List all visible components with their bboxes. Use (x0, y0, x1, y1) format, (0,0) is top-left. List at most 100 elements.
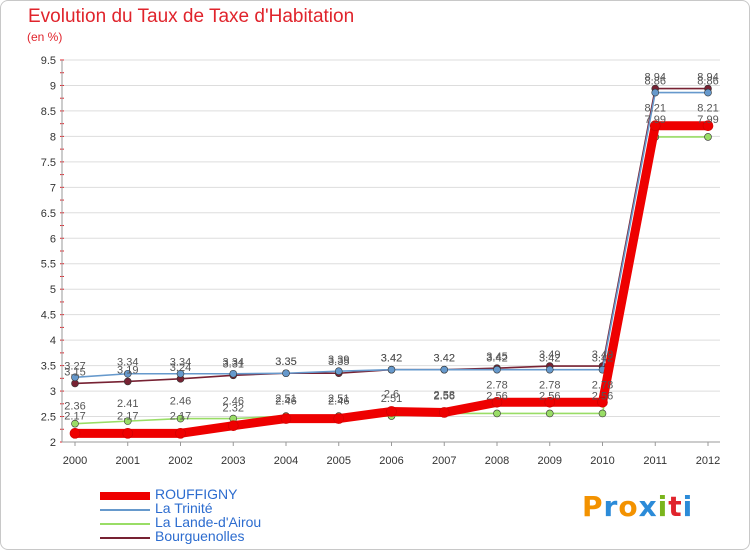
data-label: 7.99 (697, 114, 718, 126)
x-tick-label: 2004 (274, 455, 298, 467)
data-point (71, 373, 79, 382)
data-label: 3.42 (539, 353, 560, 365)
x-tick-label: 2000 (63, 455, 87, 467)
data-label: 2.46 (275, 396, 296, 408)
data-point (386, 406, 397, 417)
data-point (597, 396, 608, 408)
data-label: 3.34 (170, 357, 191, 369)
data-label: 2.17 (117, 410, 138, 422)
legend-swatch (100, 492, 150, 500)
y-tick-label: 8 (50, 131, 56, 143)
data-label: 3.45 (486, 351, 507, 363)
y-tick-label: 6 (50, 233, 56, 245)
data-label: 8.21 (645, 103, 666, 115)
data-point (282, 369, 290, 378)
data-label: 2.56 (434, 390, 455, 402)
legend-label: La Lande-d'Airou (155, 514, 262, 530)
data-label: 3.19 (117, 364, 138, 376)
data-point (440, 365, 449, 374)
y-tick-label: 2.5 (41, 412, 56, 424)
data-label: 3.42 (381, 353, 402, 365)
data-label: 2.17 (64, 410, 85, 422)
y-tick-label: 5 (50, 284, 56, 296)
data-label: 3.42 (486, 353, 507, 365)
data-label: 3.31 (223, 358, 244, 370)
y-tick-label: 5.5 (41, 259, 56, 271)
data-label: 8.86 (645, 76, 666, 88)
data-point (69, 428, 81, 439)
data-label: 3.42 (592, 353, 613, 365)
data-point (493, 409, 501, 418)
data-point (491, 396, 503, 408)
data-label: 3.15 (64, 366, 85, 378)
y-tick-label: 7 (50, 182, 56, 194)
data-label: 2.51 (328, 393, 349, 405)
data-label: 2.32 (223, 403, 244, 415)
y-tick-label: 9.5 (41, 55, 56, 67)
legend-swatch (100, 523, 150, 525)
proxiti-logo: Proxiti (582, 490, 694, 523)
data-point (333, 413, 345, 424)
data-label: 3.24 (170, 362, 191, 374)
data-label: 3.49 (592, 349, 613, 361)
data-label: 2.6 (384, 388, 399, 400)
data-label: 2.56 (539, 390, 560, 402)
y-tick-label: 6.5 (41, 208, 56, 220)
data-label: 2.56 (486, 390, 507, 402)
data-point (280, 413, 292, 424)
y-tick-label: 4.5 (41, 310, 56, 322)
data-label: 3.34 (117, 357, 138, 369)
y-tick-label: 4 (50, 335, 56, 347)
y-tick-label: 7.5 (41, 157, 56, 169)
data-label: 2.78 (486, 379, 507, 391)
data-point (544, 396, 556, 408)
x-tick-label: 2003 (221, 455, 245, 467)
data-label: 2.51 (381, 393, 402, 405)
data-label: 2.56 (592, 390, 613, 402)
legend-swatch (100, 509, 150, 511)
data-label: 8.94 (645, 72, 666, 84)
data-label: 8.21 (697, 103, 718, 115)
data-point (175, 428, 186, 439)
data-point (545, 409, 554, 418)
chart-subtitle: (en %) (27, 30, 63, 44)
data-label: 3.42 (434, 353, 455, 365)
data-point (704, 133, 712, 141)
data-label: 2.51 (275, 393, 296, 405)
x-tick-label: 2008 (485, 455, 509, 467)
x-tick-label: 2010 (590, 455, 614, 467)
data-label: 3.35 (328, 356, 349, 368)
data-label: 3.42 (434, 353, 455, 365)
x-tick-label: 2006 (379, 455, 403, 467)
data-label: 3.39 (328, 354, 349, 366)
x-tick-label: 2012 (696, 455, 720, 467)
data-label: 3.35 (275, 356, 296, 368)
y-tick-label: 2 (50, 437, 56, 449)
data-point (123, 417, 132, 425)
data-label: 8.94 (697, 72, 718, 84)
data-label: 2.41 (117, 398, 138, 410)
x-tick-label: 2011 (643, 455, 667, 467)
x-tick-label: 2002 (168, 455, 192, 467)
y-tick-label: 3.5 (41, 361, 56, 373)
data-point (123, 369, 132, 378)
x-tick-label: 2009 (538, 455, 562, 467)
x-tick-label: 2001 (116, 455, 140, 467)
legend-label: Bourguenolles (155, 528, 245, 544)
data-label: 8.86 (697, 76, 718, 88)
data-label: 2.46 (170, 396, 191, 408)
data-point (229, 369, 238, 378)
data-label: 3.35 (275, 356, 296, 368)
y-tick-label: 3 (50, 386, 56, 398)
data-point (651, 88, 660, 97)
data-point (545, 365, 554, 374)
data-point (493, 365, 501, 374)
y-tick-label: 8.5 (41, 106, 56, 118)
legend-swatch (100, 537, 150, 539)
data-point (71, 419, 79, 428)
x-tick-label: 2005 (327, 455, 351, 467)
data-point (176, 369, 185, 378)
data-label: 2.78 (592, 379, 613, 391)
data-point (122, 428, 134, 439)
